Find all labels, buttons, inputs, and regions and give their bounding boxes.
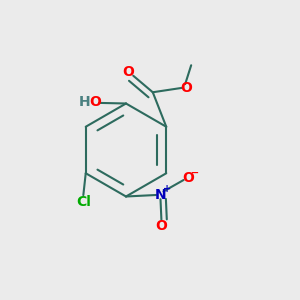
Text: N: N: [155, 188, 166, 202]
Text: O: O: [181, 81, 193, 95]
Text: −: −: [191, 167, 199, 178]
Text: O: O: [122, 65, 134, 79]
Text: O: O: [155, 220, 167, 233]
Text: O: O: [182, 171, 194, 185]
Text: H: H: [79, 95, 91, 109]
Text: +: +: [163, 184, 171, 194]
Text: Cl: Cl: [76, 195, 91, 209]
Text: O: O: [89, 95, 101, 109]
